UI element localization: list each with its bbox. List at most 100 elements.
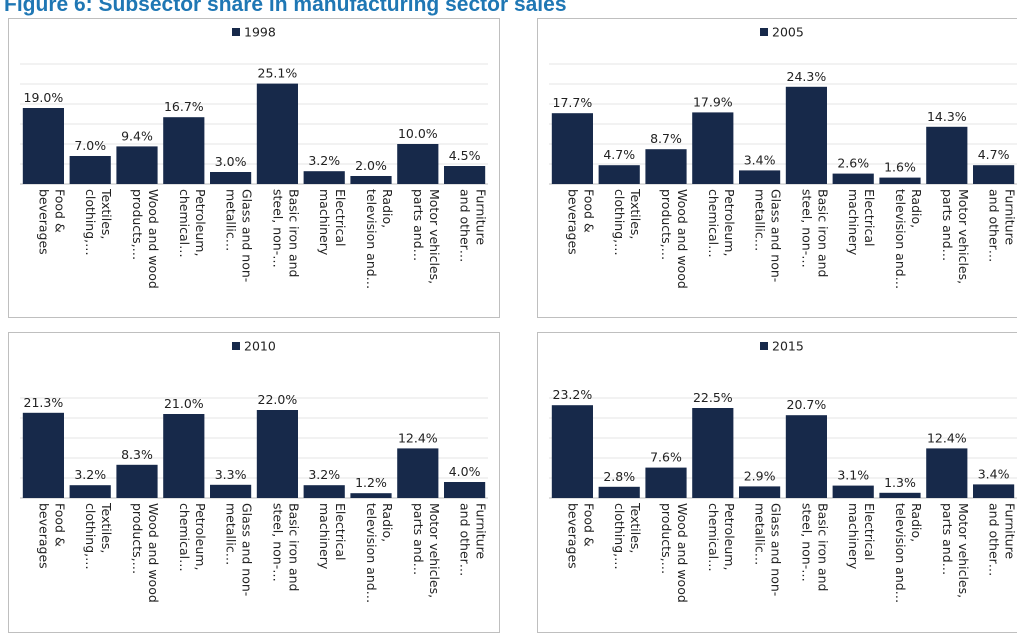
- x-tick-label: Electricalmachinery: [317, 189, 348, 256]
- value-label: 21.3%: [24, 395, 64, 410]
- x-tick-label: Electricalmachinery: [846, 189, 877, 256]
- legend-swatch: [760, 28, 768, 36]
- value-label: 3.2%: [308, 467, 340, 482]
- label-line: Furniture: [1003, 189, 1017, 245]
- value-label: 17.9%: [693, 94, 733, 109]
- x-tick-label: Food &beverages: [565, 503, 596, 569]
- label-line: and other…: [987, 189, 1002, 262]
- x-tick-label: Radio,television and…: [893, 503, 924, 603]
- bar: [69, 156, 111, 184]
- bar: [22, 108, 64, 184]
- label-line: Basic iron and: [286, 503, 301, 591]
- value-label: 8.3%: [121, 447, 153, 462]
- chart-panel: 2015 23.2% 2.8% 7.6% 22.5% 2.9% 20.7% 3.1% 1.3% 1…: [537, 332, 1017, 633]
- legend-label: 2015: [772, 339, 804, 354]
- label-line: Petroleum,: [193, 503, 208, 570]
- label-line: Petroleum,: [722, 189, 737, 256]
- value-label: 22.0%: [258, 392, 298, 407]
- label-line: steel, non-…: [799, 189, 814, 268]
- label-line: parts and…: [940, 503, 955, 575]
- bar: [350, 493, 392, 498]
- x-tick-label: Petroleum,chemical…: [706, 503, 737, 572]
- label-line: metallic…: [753, 189, 768, 251]
- label-line: machinery: [317, 503, 332, 570]
- label-line: beverages: [36, 189, 51, 255]
- bar: [163, 414, 205, 498]
- bar: [256, 410, 298, 498]
- label-line: Petroleum,: [193, 189, 208, 256]
- label-line: clothing,…: [83, 503, 98, 570]
- value-label: 3.2%: [308, 153, 340, 168]
- label-line: steel, non-…: [270, 189, 285, 268]
- bar: [598, 165, 640, 184]
- label-line: Radio,: [380, 503, 395, 542]
- bar: [397, 448, 439, 498]
- x-tick-label: Electricalmachinery: [846, 503, 877, 570]
- value-label: 8.7%: [650, 131, 682, 146]
- label-line: and other…: [458, 189, 473, 262]
- label-line: Glass and non-: [240, 189, 255, 282]
- label-line: metallic…: [224, 189, 239, 251]
- value-label: 2.9%: [744, 468, 776, 483]
- value-label: 19.0%: [24, 90, 64, 105]
- bar: [163, 117, 205, 184]
- label-line: clothing,…: [83, 189, 98, 256]
- label-line: television and…: [893, 189, 908, 289]
- label-line: Electrical: [862, 189, 877, 246]
- x-tick-label: Textiles,clothing,…: [612, 502, 643, 570]
- value-label: 12.4%: [927, 430, 967, 445]
- label-line: Food &: [52, 503, 67, 547]
- bar: [22, 412, 64, 498]
- label-line: Wood and wood: [675, 503, 690, 603]
- label-line: steel, non-…: [270, 503, 285, 582]
- label-line: products,…: [659, 503, 674, 574]
- label-line: Radio,: [380, 189, 395, 228]
- label-line: Basic iron and: [815, 189, 830, 277]
- label-line: Food &: [581, 503, 596, 547]
- value-label: 12.4%: [398, 430, 438, 445]
- value-label: 4.7%: [978, 147, 1010, 162]
- value-label: 14.3%: [927, 109, 967, 124]
- x-tick-label: Wood and woodproducts,…: [130, 189, 161, 289]
- label-line: chemical…: [177, 503, 192, 572]
- bar: [832, 485, 874, 498]
- x-tick-label: Petroleum,chemical…: [177, 189, 208, 258]
- label-line: Textiles,: [628, 188, 643, 239]
- bar: [210, 484, 252, 498]
- label-line: Radio,: [909, 503, 924, 542]
- legend-label: 2005: [772, 25, 804, 40]
- value-label: 7.0%: [74, 138, 106, 153]
- value-label: 23.2%: [553, 387, 593, 402]
- label-line: Glass and non-: [240, 503, 255, 596]
- bar: [444, 166, 486, 184]
- bar: [116, 464, 158, 498]
- label-line: beverages: [565, 503, 580, 569]
- label-line: parts and…: [940, 189, 955, 261]
- bar: [832, 173, 874, 184]
- bar: [926, 448, 968, 498]
- label-line: products,…: [130, 189, 145, 260]
- label-line: Furniture: [474, 189, 489, 245]
- bar: [598, 486, 640, 498]
- legend: 2005: [760, 25, 804, 40]
- label-line: Radio,: [909, 189, 924, 228]
- label-line: and other…: [458, 503, 473, 576]
- label-line: metallic…: [224, 503, 239, 565]
- label-line: clothing,…: [612, 503, 627, 570]
- x-tick-label: Textiles,clothing,…: [83, 188, 114, 256]
- bar: [210, 172, 252, 184]
- label-line: Motor vehicles,: [427, 503, 442, 598]
- label-line: Food &: [581, 189, 596, 233]
- label-line: clothing,…: [612, 189, 627, 256]
- label-line: Furniture: [1003, 503, 1017, 559]
- label-line: Textiles,: [99, 502, 114, 553]
- value-label: 1.2%: [355, 475, 387, 490]
- label-line: Petroleum,: [722, 503, 737, 570]
- bar: [879, 492, 921, 498]
- x-tick-label: Basic iron andsteel, non-…: [799, 189, 830, 277]
- value-label: 2.0%: [355, 158, 387, 173]
- label-line: and other…: [987, 503, 1002, 576]
- bar: [785, 415, 827, 498]
- label-line: chemical…: [706, 189, 721, 258]
